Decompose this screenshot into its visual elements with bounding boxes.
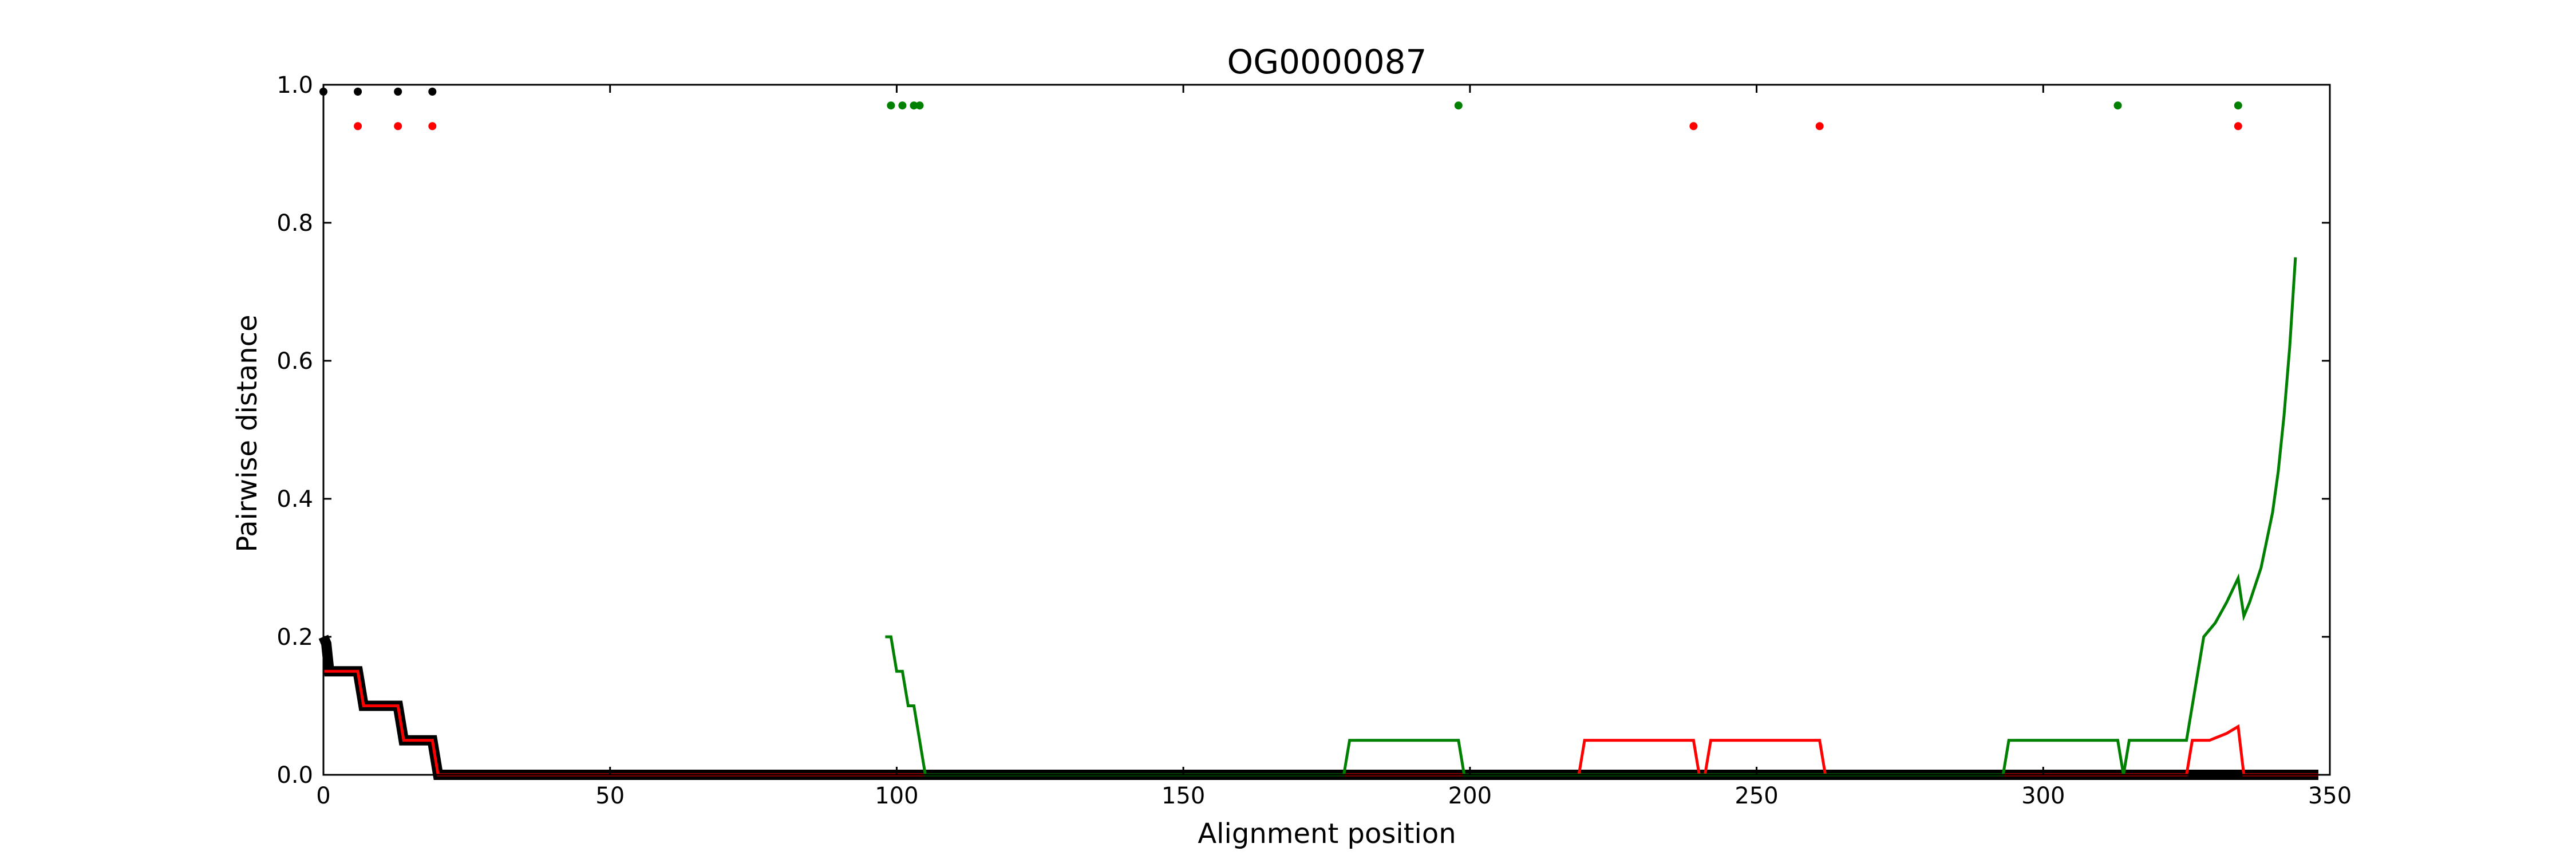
marker-1-point-3 xyxy=(1689,122,1698,131)
plot-frame xyxy=(322,84,2331,776)
marker-2-point-3 xyxy=(915,101,924,110)
x-tick-label-2: 100 xyxy=(875,783,918,809)
marker-0-point-1 xyxy=(354,88,362,96)
y-axis-label: Pairwise distance xyxy=(231,314,263,552)
x-axis-label: Alignment position xyxy=(1198,818,1456,850)
marker-1-point-4 xyxy=(1815,122,1824,131)
x-tick-label-1: 50 xyxy=(595,783,625,809)
marker-0-point-2 xyxy=(394,88,402,96)
x-tick-label-6: 300 xyxy=(2021,783,2065,809)
y-tick-label-0: 0.0 xyxy=(276,762,313,789)
x-tick-label-5: 250 xyxy=(1735,783,1778,809)
y-tick-label-4: 0.8 xyxy=(276,210,313,237)
marker-1-point-0 xyxy=(354,122,362,131)
marker-0-point-3 xyxy=(428,88,437,96)
marker-2-point-0 xyxy=(887,101,895,110)
axes-layer: 0 50 100 150 200 250 300 350 0.0 0.2 0.4 0.6 0.8 1.0 xyxy=(276,72,2352,809)
x-tick-label-7: 350 xyxy=(2308,783,2352,809)
marker-2-point-5 xyxy=(2113,101,2122,110)
y-tick-label-3: 0.6 xyxy=(276,348,313,375)
y-tick-label-2: 0.4 xyxy=(276,486,313,513)
y-tick-label-1: 0.2 xyxy=(276,624,313,651)
x-tick-label-3: 150 xyxy=(1161,783,1205,809)
marker-layer xyxy=(319,88,2242,131)
marker-1-point-5 xyxy=(2234,122,2242,131)
marker-2-point-2 xyxy=(910,101,918,110)
marker-2-point-4 xyxy=(1454,101,1463,110)
x-tick-label-4: 200 xyxy=(1448,783,1492,809)
x-tick-label-0: 0 xyxy=(316,783,330,809)
marker-2-point-6 xyxy=(2234,101,2242,110)
chart-title: OG0000087 xyxy=(1227,42,1427,81)
y-tick-label-5: 1.0 xyxy=(276,72,313,98)
marker-2-point-1 xyxy=(898,101,907,110)
marker-1-point-2 xyxy=(428,122,437,131)
marker-1-point-1 xyxy=(394,122,402,131)
